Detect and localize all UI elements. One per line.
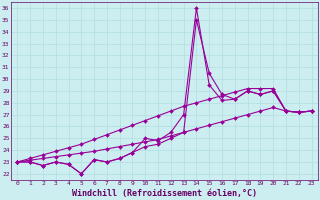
X-axis label: Windchill (Refroidissement éolien,°C): Windchill (Refroidissement éolien,°C)	[72, 189, 257, 198]
